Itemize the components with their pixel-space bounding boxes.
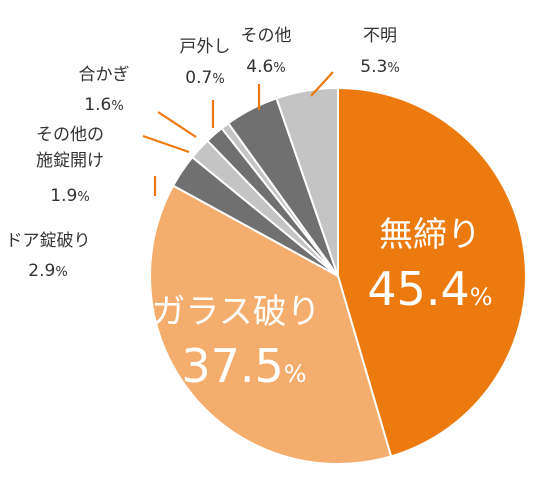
pie-slice-1 <box>149 184 393 465</box>
slice-value-2: 2.9% <box>28 261 67 281</box>
slice-label-5: 戸外し <box>180 37 231 57</box>
leader-line-7 <box>310 71 334 97</box>
slice-label-4: 合かぎ <box>79 65 130 85</box>
slice-label-3-line-1: 施錠開け <box>36 151 104 171</box>
slice-value-3: 1.9% <box>50 186 89 206</box>
slice-label-6: その他 <box>241 26 292 46</box>
slice-value-6: 4.6% <box>246 57 285 77</box>
slice-label-0: 無締り <box>379 215 481 255</box>
slice-value-0: 45.4% <box>367 262 492 316</box>
slice-label-1: ガラス破り <box>151 292 320 332</box>
pie-slices <box>149 86 527 465</box>
slice-label-3-line-0: その他の <box>36 125 104 145</box>
leader-lines <box>142 71 334 196</box>
pie-slice-7 <box>275 86 339 277</box>
leader-line-4 <box>157 111 197 138</box>
slice-value-7: 5.3% <box>360 57 399 77</box>
slice-value-1: 37.5% <box>181 339 306 393</box>
leader-line-3 <box>142 134 190 154</box>
slice-label-2: ドア錠破り <box>6 231 91 251</box>
slice-value-5: 0.7% <box>185 68 224 88</box>
slice-label-7: 不明 <box>363 26 397 46</box>
slice-value-4: 1.6% <box>84 95 123 115</box>
pie-slice-0 <box>337 86 527 458</box>
